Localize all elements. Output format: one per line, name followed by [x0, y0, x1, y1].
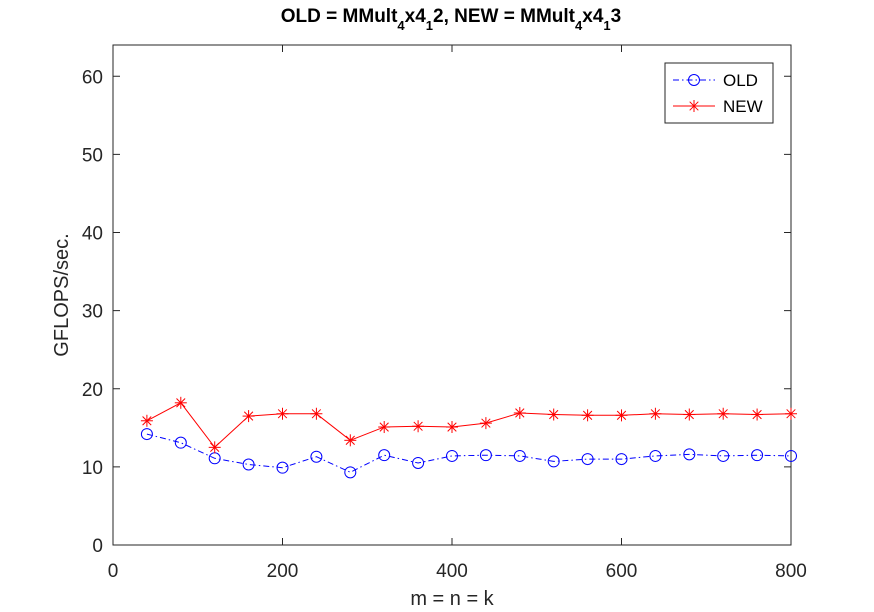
data-point-old	[378, 449, 391, 462]
legend-marker-new	[688, 100, 700, 112]
x-axis-label: m = n = k	[410, 588, 494, 610]
data-point-old	[242, 458, 255, 471]
title-segment: x4	[405, 6, 427, 27]
data-point-old	[446, 449, 458, 462]
data-point-old	[140, 428, 153, 441]
data-point-new	[140, 414, 153, 427]
y-tick-label: 40	[82, 224, 103, 245]
data-point-old	[479, 449, 492, 462]
y-tick-label: 60	[82, 67, 103, 88]
x-tick-label: 0	[108, 561, 119, 582]
data-point-new	[310, 407, 323, 420]
y-tick-label: 30	[82, 302, 103, 323]
series-layer	[140, 396, 797, 479]
x-tick-label: 400	[436, 561, 468, 582]
title-segment: x4	[582, 6, 604, 27]
chart-title: OLD = MMult4x412, NEW = MMult4x413	[281, 6, 621, 33]
data-point-old	[513, 449, 526, 462]
data-point-new	[276, 407, 289, 420]
data-point-new	[547, 408, 560, 421]
y-tick-label: 20	[82, 380, 103, 401]
title-segment: 4	[575, 18, 583, 33]
data-point-old	[310, 450, 323, 463]
axis-ticks: 0 200 400 600 800 0 10 20 30 40 50 60	[82, 45, 807, 582]
title-segment: 1	[603, 18, 610, 33]
title-segment: 2, NEW = MMult	[433, 6, 576, 27]
x-tick-label: 600	[606, 561, 638, 582]
data-point-new	[615, 409, 628, 422]
data-point-new	[649, 407, 662, 420]
data-point-old	[547, 455, 560, 468]
legend: OLD NEW	[664, 62, 774, 124]
data-point-new	[412, 420, 425, 433]
y-tick-label: 0	[92, 536, 103, 557]
data-point-old	[276, 461, 289, 474]
title-segment: OLD = MMult	[281, 6, 398, 27]
data-point-new	[208, 441, 221, 454]
data-point-old	[751, 449, 764, 462]
legend-box	[664, 62, 774, 124]
title-segment: 4	[397, 18, 405, 33]
data-point-old	[615, 453, 628, 466]
data-point-old	[174, 436, 187, 449]
data-point-old	[412, 456, 425, 469]
y-tick-label: 50	[82, 145, 103, 166]
data-point-new	[683, 408, 696, 421]
legend-label-old: OLD	[723, 71, 758, 90]
data-point-new	[581, 409, 594, 422]
title-segment: 3	[611, 6, 622, 27]
data-point-old	[344, 466, 357, 479]
y-axis-label: GFLOPS/sec.	[51, 233, 73, 356]
data-point-old	[683, 448, 696, 461]
x-tick-label: 200	[267, 561, 299, 582]
data-point-new	[717, 407, 730, 420]
data-point-old	[785, 449, 797, 462]
data-point-new	[242, 410, 255, 423]
y-tick-label: 10	[82, 458, 103, 479]
data-point-new	[378, 421, 391, 434]
x-tick-label: 800	[775, 561, 807, 582]
title-segment: 1	[426, 18, 433, 33]
data-point-new	[174, 396, 187, 409]
data-point-old	[581, 453, 594, 466]
data-point-new	[785, 407, 797, 420]
legend-label-new: NEW	[723, 97, 763, 116]
data-point-old	[717, 449, 730, 462]
data-point-new	[479, 417, 492, 430]
data-point-old	[649, 449, 662, 462]
data-point-new	[344, 434, 357, 447]
data-point-new	[751, 408, 764, 421]
data-point-new	[446, 421, 458, 434]
data-point-new	[513, 406, 526, 419]
legend-marker-old	[688, 74, 700, 86]
